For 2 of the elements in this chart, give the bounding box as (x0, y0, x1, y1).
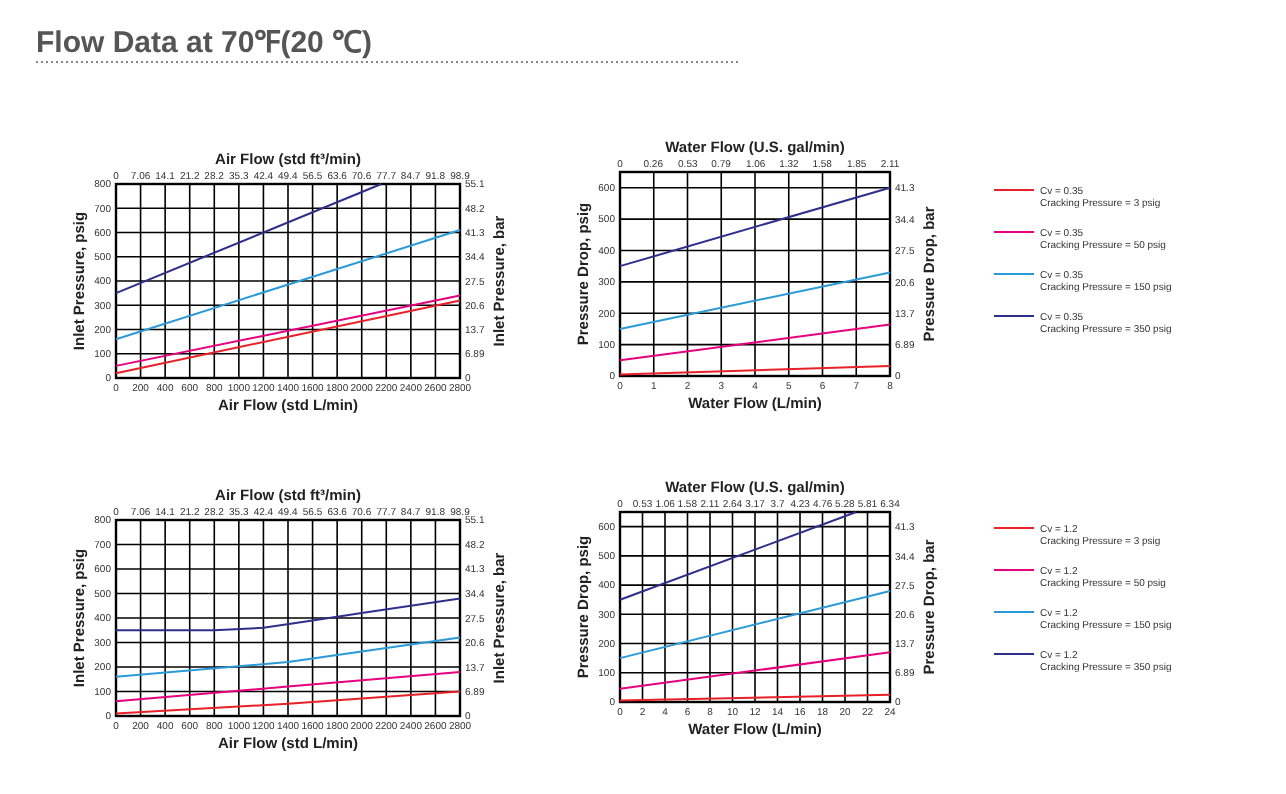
chart-title: Flow Data at 70℉(20 ℃) (36, 26, 373, 60)
line-series (115, 597, 461, 632)
